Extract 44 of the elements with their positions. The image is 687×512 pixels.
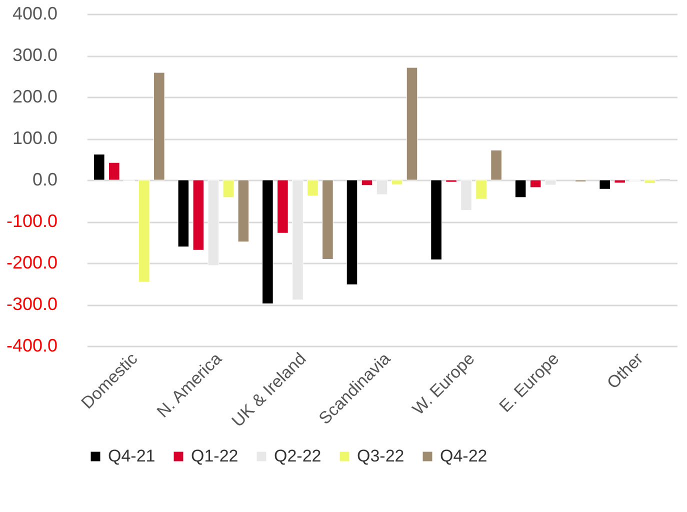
bar: [93, 154, 105, 180]
y-tick-label: 100.0: [12, 128, 58, 148]
y-tick-label: 200.0: [12, 86, 58, 106]
legend-label: Q1-22: [191, 446, 238, 466]
bar: [614, 180, 626, 184]
bar: [346, 180, 358, 285]
bar: [391, 180, 403, 185]
bar: [460, 180, 472, 211]
bar: [406, 67, 418, 180]
bar: [514, 180, 526, 198]
y-tick-label: 400.0: [12, 4, 58, 24]
y-tick-label: -300.0: [6, 294, 58, 314]
legend-label: Q3-22: [357, 446, 404, 466]
legend-label: Q4-22: [440, 446, 488, 466]
bar: [490, 150, 502, 180]
bar: [192, 180, 204, 250]
bar: [138, 180, 150, 282]
bar: [376, 180, 388, 195]
y-tick-label: -400.0: [6, 336, 58, 356]
bar: [599, 180, 611, 190]
bar: [476, 180, 487, 200]
bar: [292, 180, 304, 300]
bar: [208, 180, 220, 266]
bar: [446, 180, 457, 182]
legend-label: Q4-21: [108, 446, 156, 466]
bar: [222, 180, 234, 198]
bar: [530, 180, 542, 188]
bar: [277, 180, 288, 234]
bar: [108, 162, 120, 180]
bar: [238, 180, 250, 242]
bar: [430, 180, 442, 260]
bar: [307, 180, 318, 196]
bar: [544, 180, 556, 186]
bar: [644, 180, 656, 184]
bar: [322, 180, 334, 260]
bar: [178, 180, 190, 248]
bar: [361, 180, 373, 186]
y-tick-label: -200.0: [6, 252, 58, 272]
y-tick-label: 0.0: [32, 170, 58, 190]
bar: [153, 72, 165, 180]
y-tick-label: -100.0: [6, 211, 58, 231]
bar: [262, 180, 274, 304]
legend-label: Q2-22: [274, 446, 322, 466]
y-tick-label: 300.0: [12, 45, 58, 65]
